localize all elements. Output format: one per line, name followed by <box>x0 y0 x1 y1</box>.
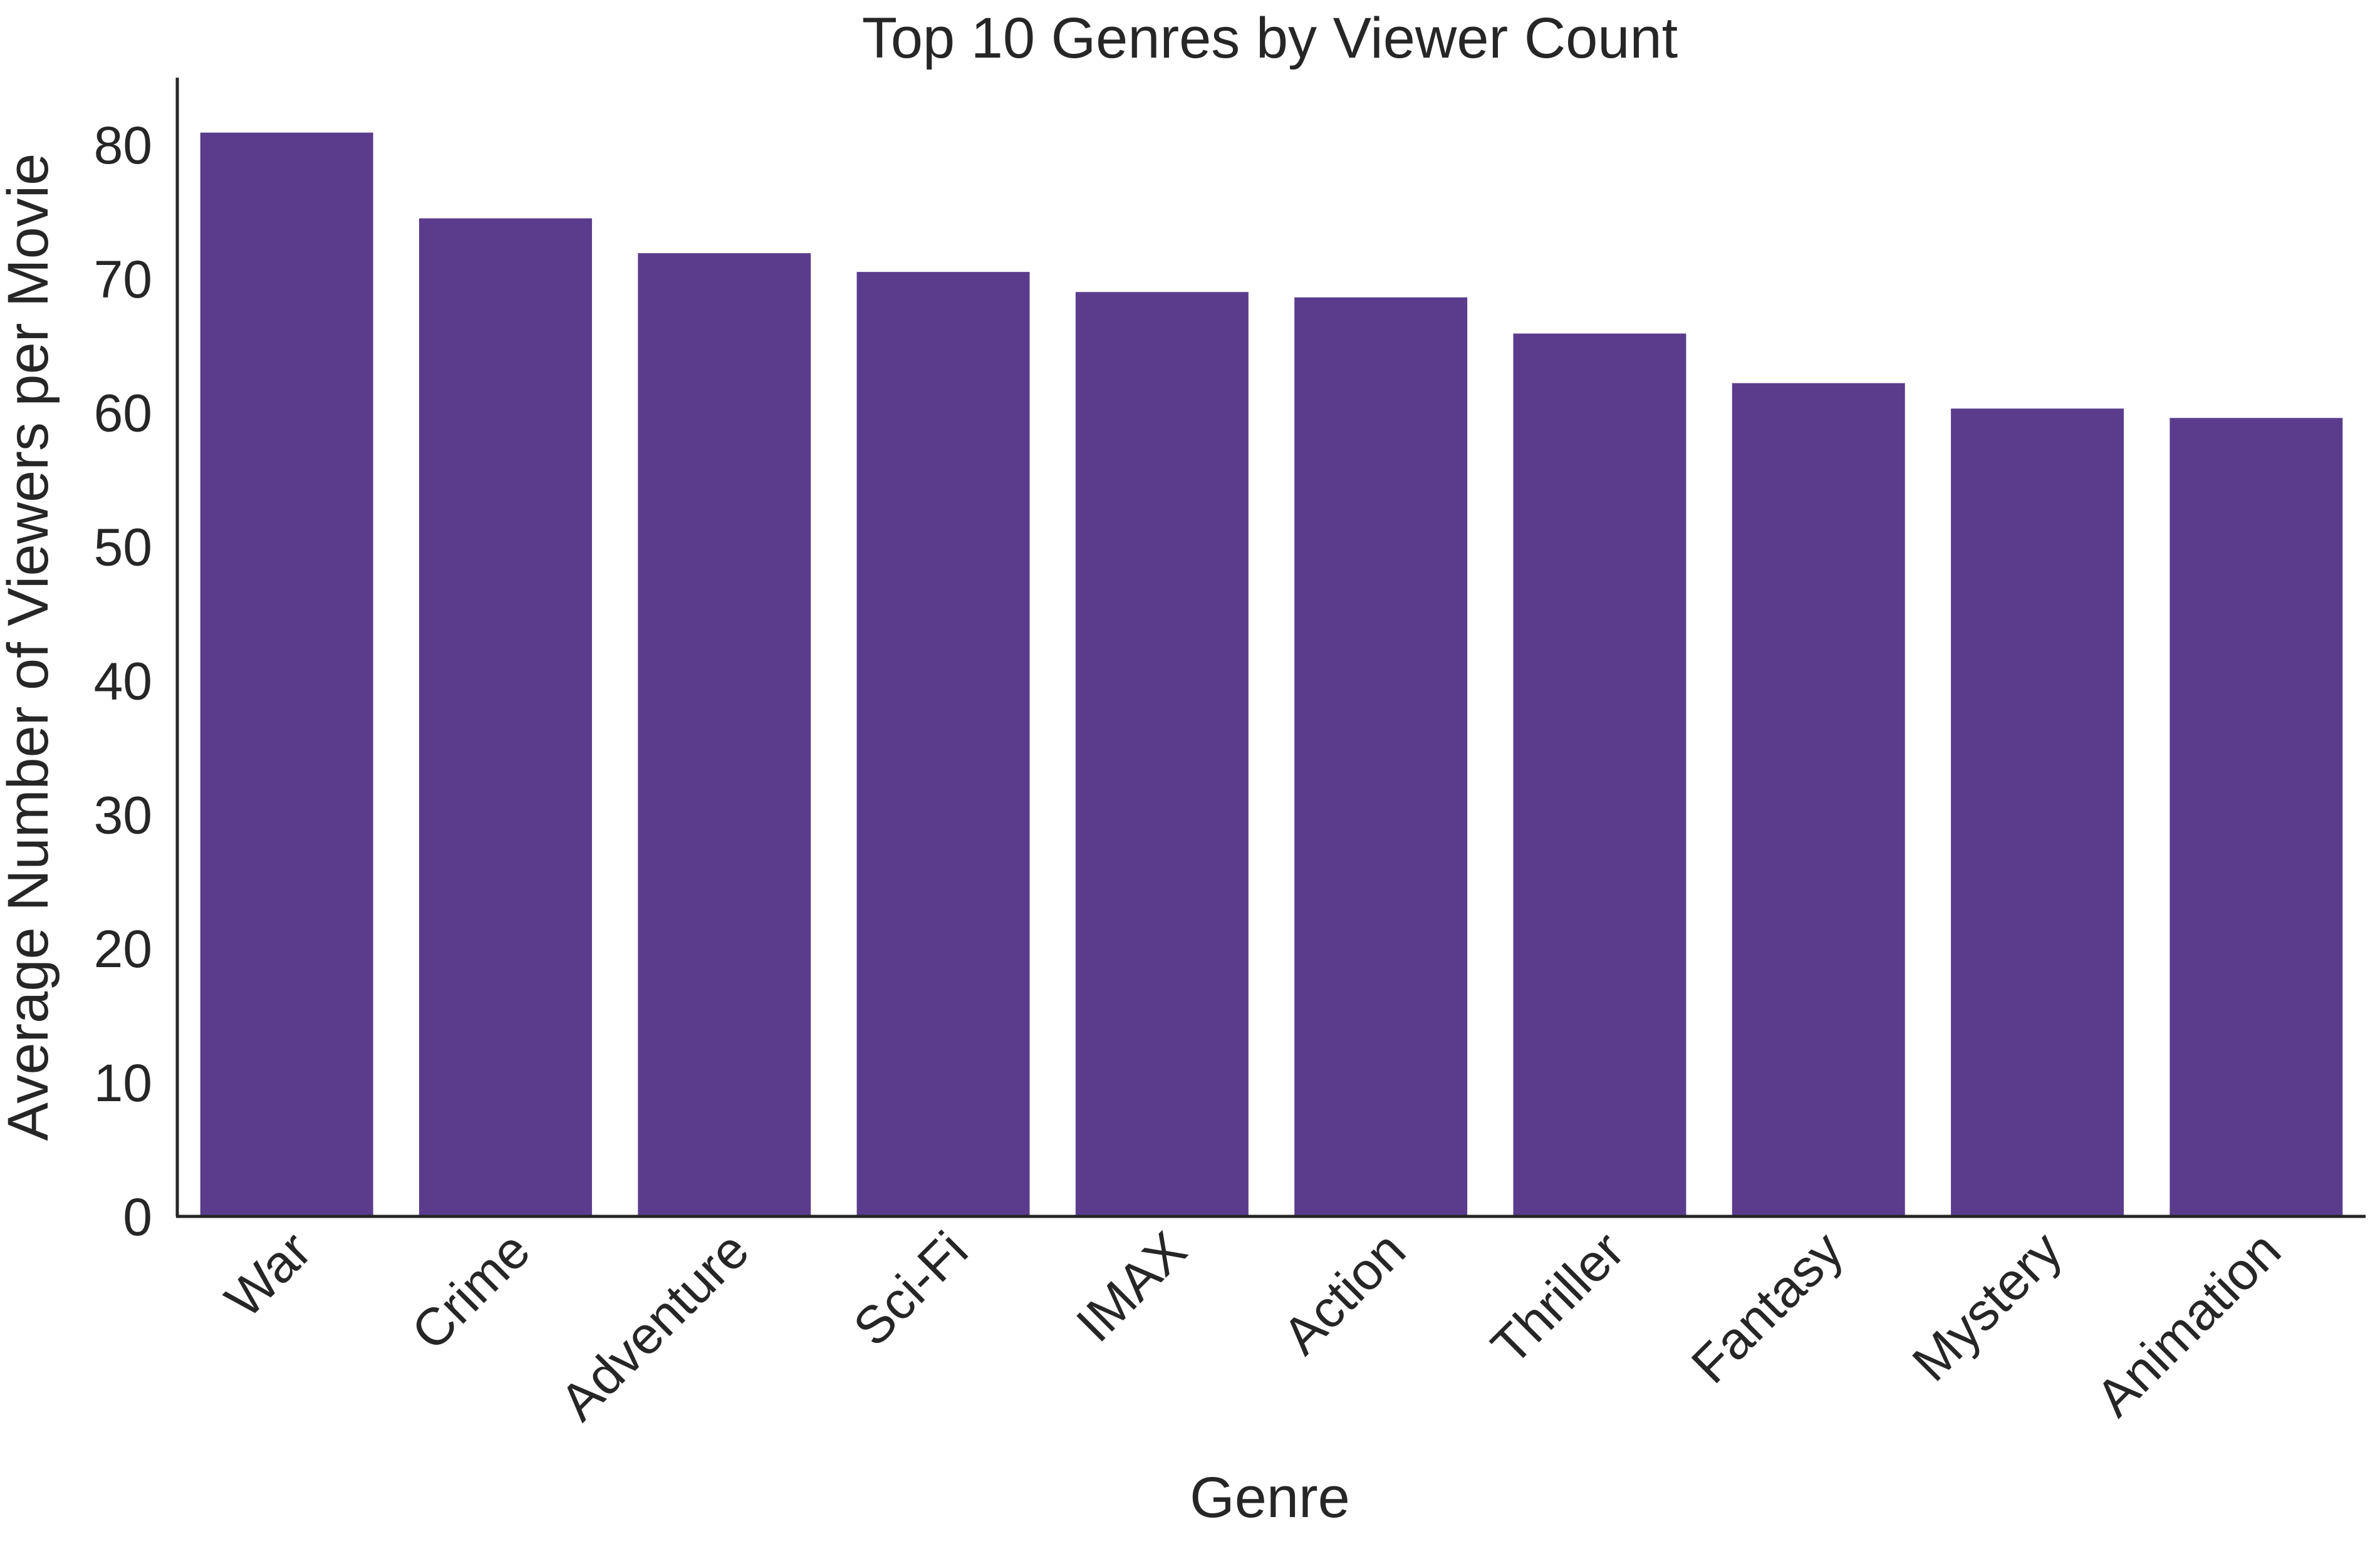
y-tick-label: 50 <box>94 518 152 577</box>
y-tick-label: 40 <box>94 651 152 710</box>
y-tick-label: 20 <box>94 920 152 978</box>
y-axis-label: Average Number of Viewers per Movie <box>0 153 60 1141</box>
y-tick-label: 0 <box>123 1188 152 1246</box>
y-axis-ticks: 0 10 20 30 40 50 60 70 80 <box>94 116 152 1246</box>
bar-animation <box>2170 418 2342 1216</box>
x-tick-label: War <box>214 1220 322 1329</box>
bar-mystery <box>1951 408 2124 1216</box>
bar-action <box>1294 298 1467 1216</box>
x-axis-label: Genre <box>1190 1466 1350 1530</box>
bar-war <box>200 133 373 1216</box>
x-tick-label: Crime <box>400 1220 541 1361</box>
chart-title: Top 10 Genres by Viewer Count <box>862 6 1678 70</box>
x-tick-label: Mystery <box>1901 1220 2072 1392</box>
x-tick-label: Thriller <box>1480 1220 1635 1375</box>
bar-crime <box>419 219 592 1216</box>
y-tick-label: 80 <box>94 116 152 175</box>
bar-sci-fi <box>857 272 1030 1216</box>
y-tick-label: 30 <box>94 785 152 844</box>
bar-adventure <box>638 253 811 1216</box>
x-tick-label: Sci-Fi <box>842 1220 979 1357</box>
x-tick-label: Adventure <box>549 1220 760 1431</box>
x-axis-ticks: War Crime Adventure Sci-Fi IMAX Action Thrille… <box>214 1220 2292 1431</box>
bars-group <box>200 133 2343 1216</box>
y-tick-label: 10 <box>94 1054 152 1112</box>
y-tick-label: 60 <box>94 384 152 443</box>
bar-thriller <box>1513 334 1686 1216</box>
x-tick-label: IMAX <box>1065 1220 1198 1353</box>
x-tick-label: Fantasy <box>1680 1220 1854 1394</box>
bar-imax <box>1076 292 1249 1216</box>
x-tick-label: Action <box>1271 1220 1416 1365</box>
x-tick-label: Animation <box>2084 1220 2292 1427</box>
y-tick-label: 70 <box>94 250 152 309</box>
bar-fantasy <box>1732 383 1905 1216</box>
